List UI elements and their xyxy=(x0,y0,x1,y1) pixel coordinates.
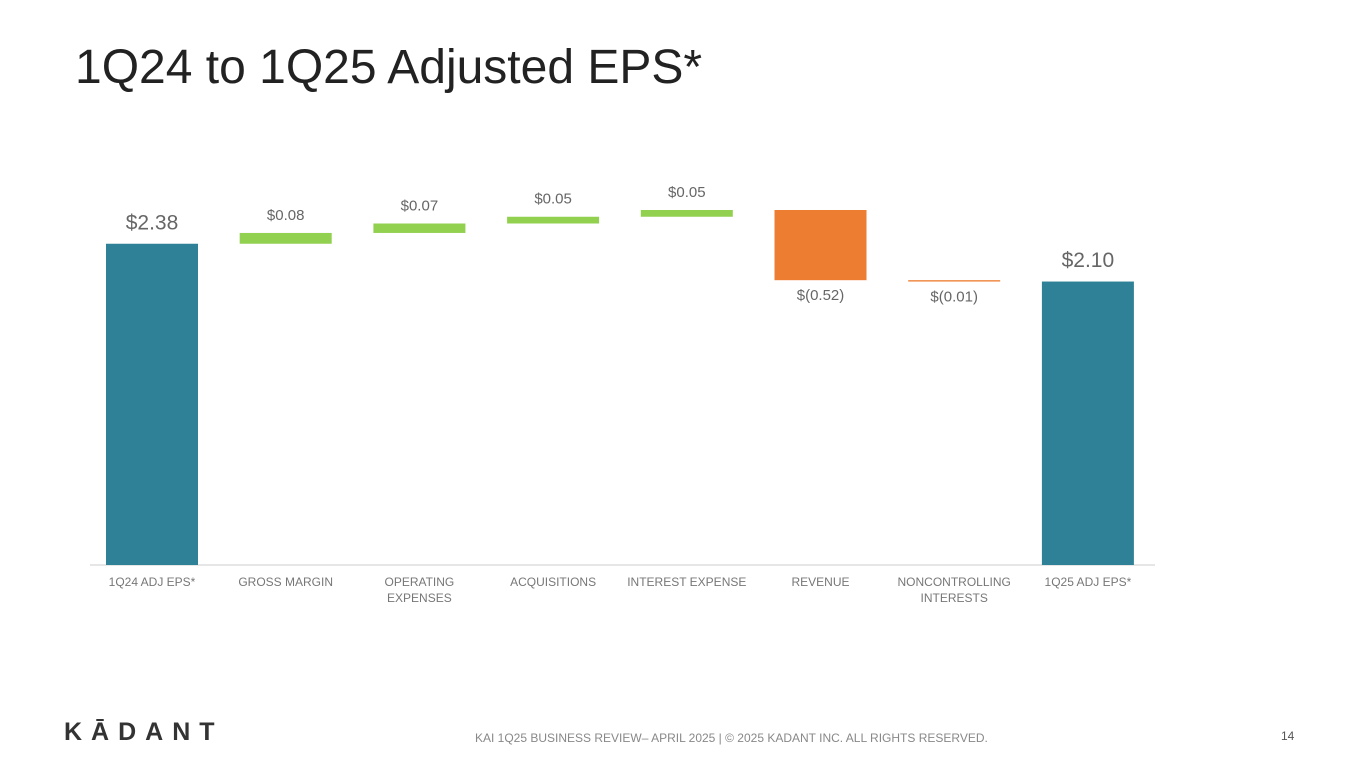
value-label: $0.08 xyxy=(267,207,305,224)
bar xyxy=(774,210,867,281)
page-number: 14 xyxy=(1281,729,1295,743)
value-label: $0.07 xyxy=(401,197,439,214)
bar xyxy=(239,232,332,244)
bar xyxy=(908,280,1001,282)
x-tick-label: REVENUE xyxy=(791,575,850,589)
bar xyxy=(106,243,198,566)
x-tick-label: INTEREST EXPENSE xyxy=(627,575,747,589)
value-label: $2.10 xyxy=(1062,249,1115,272)
x-tick-label: OPERATING EXPENSES xyxy=(384,575,455,605)
x-tick-label: 1Q25 ADJ EPS* xyxy=(1044,575,1132,589)
x-tick-label: ACQUISITIONS xyxy=(510,575,597,589)
x-tick-label: GROSS MARGIN xyxy=(238,575,334,589)
value-label: $(0.01) xyxy=(930,289,978,306)
value-label: $(0.52) xyxy=(797,287,845,304)
logo: KĀDANT xyxy=(64,718,224,746)
footer: KAI 1Q25 BUSINESS REVIEW– APRIL 2025 | ©… xyxy=(475,731,988,745)
value-label: $2.38 xyxy=(126,211,179,234)
x-tick-label: 1Q24 ADJ EPS* xyxy=(108,575,196,589)
bar xyxy=(373,223,466,233)
bar xyxy=(1041,281,1134,565)
bar xyxy=(640,210,733,217)
x-tick-label: NONCONTROLLING INTERESTS xyxy=(897,575,1011,605)
bar xyxy=(507,216,600,224)
slide-title: 1Q24 to 1Q25 Adjusted EPS* xyxy=(75,41,703,94)
value-label: $0.05 xyxy=(668,184,706,201)
value-label: $0.05 xyxy=(534,191,572,208)
